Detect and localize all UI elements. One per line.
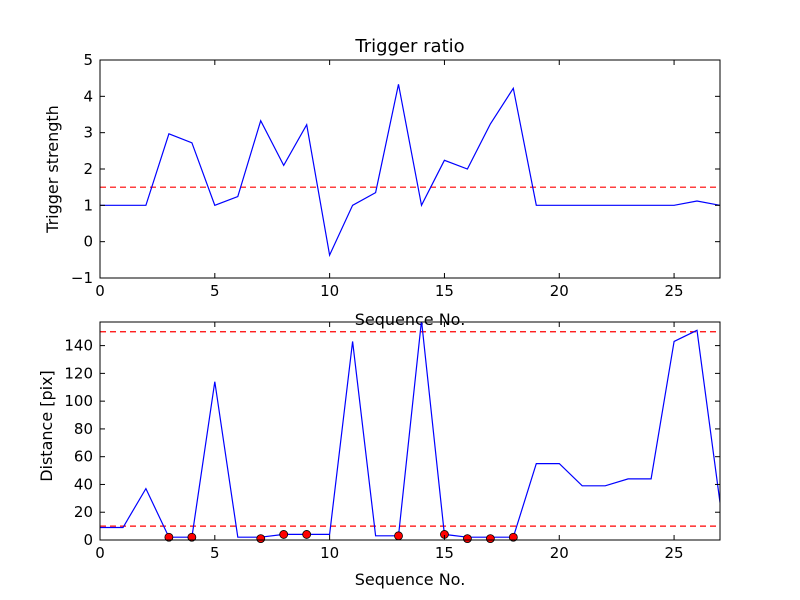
top-y-tick-label: −1 <box>71 269 93 287</box>
bottom-series-line-0 <box>100 322 720 538</box>
bottom-x-tick-label: 10 <box>320 544 339 562</box>
bottom-marker-point <box>187 532 197 542</box>
top-x-tick-label: 0 <box>95 282 105 300</box>
bottom-y-tick-label: 40 <box>74 475 93 493</box>
bottom-marker-point <box>279 530 289 539</box>
top-y-tick-label: 2 <box>83 160 93 178</box>
top-y-tick-label: 4 <box>83 87 93 105</box>
top-x-tick-label: 25 <box>665 282 684 300</box>
bottom-y-tick-label: 0 <box>83 531 93 549</box>
bottom-y-tick-label: 80 <box>74 420 93 438</box>
bottom-y-tick-label: 100 <box>64 392 93 410</box>
top-x-tick-label: 20 <box>550 282 569 300</box>
bottom-x-tick-label: 5 <box>210 544 220 562</box>
bottom-marker-point <box>394 531 403 541</box>
bottom-x-tick-label: 0 <box>95 544 105 562</box>
bottom-marker-point <box>508 532 518 542</box>
bottom-marker-point <box>164 532 174 542</box>
bottom-marker-point <box>463 534 472 544</box>
top-series-line-0 <box>100 84 720 258</box>
bottom-marker-point <box>256 534 266 544</box>
top-y-tick-label: 1 <box>83 196 93 214</box>
top-x-tick-label: 15 <box>435 282 454 300</box>
bottom-axes-frame <box>99 321 721 541</box>
bottom-marker-point <box>485 534 495 544</box>
bottom-x-tick-label: 20 <box>550 544 569 562</box>
top-x-tick-label: 5 <box>210 282 220 300</box>
bottom-y-tick-label: 20 <box>74 503 93 521</box>
top-y-axis-label: Trigger strength <box>43 105 62 234</box>
top-y-tick-label: 3 <box>83 124 93 142</box>
bottom-x-tick-label: 15 <box>435 544 454 562</box>
bottom-x-tick-label: 25 <box>665 544 684 562</box>
top-y-tick-label: 5 <box>83 51 93 69</box>
bottom-y-tick-label: 120 <box>64 364 93 382</box>
bottom-y-tick-label: 60 <box>74 448 93 466</box>
top-y-tick-label: 0 <box>83 233 93 251</box>
bottom-x-axis-label: Sequence No. <box>355 570 466 589</box>
bottom-plot-area: 0 5 10 15 20 25 0 20 40 60 80 100 120 140 <box>64 321 721 562</box>
chart-title: Trigger ratio <box>354 36 464 57</box>
bottom-y-tick-label: 140 <box>64 337 93 355</box>
top-x-tick-label: 10 <box>320 282 339 300</box>
bottom-y-axis-label: Distance [pix] <box>37 370 56 482</box>
bottom-marker-point <box>302 530 312 539</box>
top-x-axis-label: Sequence No. <box>355 310 466 329</box>
